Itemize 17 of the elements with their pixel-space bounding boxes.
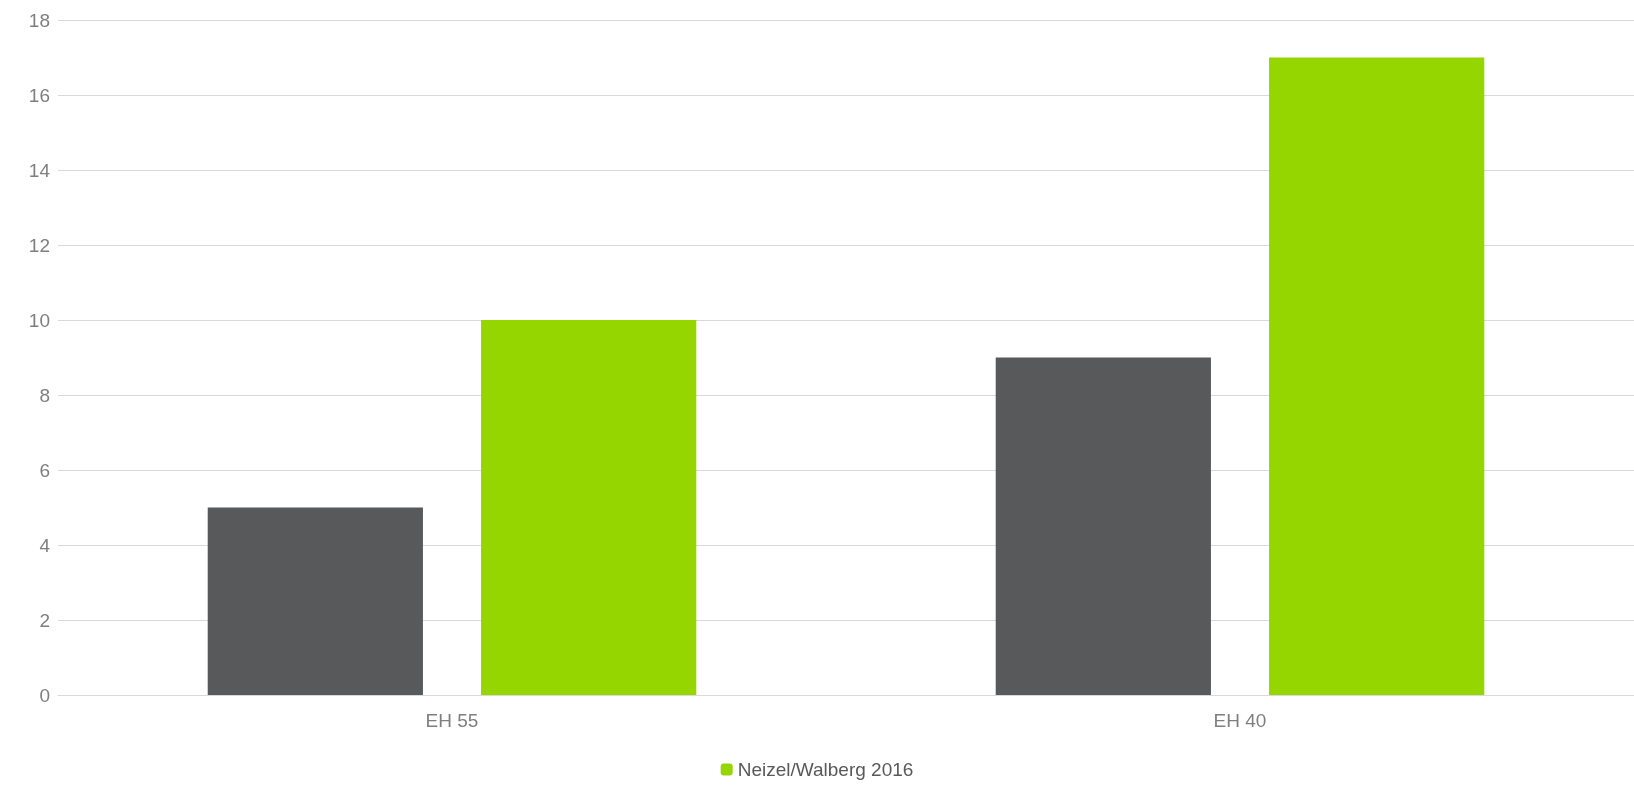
bar (481, 320, 697, 695)
y-tick-label: 14 (28, 159, 51, 181)
y-tick-label: 12 (28, 234, 50, 256)
y-tick-label: 4 (39, 534, 51, 556)
y-tick-label: 6 (39, 459, 50, 481)
x-tick-label: EH 55 (425, 710, 479, 731)
y-tick-label: 10 (28, 309, 50, 331)
bar (1269, 57, 1485, 695)
y-tick-label: 0 (39, 684, 50, 706)
legend-label: Neizel/Walberg 2016 (737, 759, 914, 780)
x-tick-label: EH 40 (1213, 710, 1267, 731)
y-tick-label: 18 (28, 9, 50, 31)
bar (207, 507, 423, 695)
y-tick-label: 16 (28, 84, 50, 106)
bar (995, 357, 1211, 695)
y-tick-label: 2 (39, 609, 50, 631)
y-tick-label: 8 (39, 384, 50, 406)
